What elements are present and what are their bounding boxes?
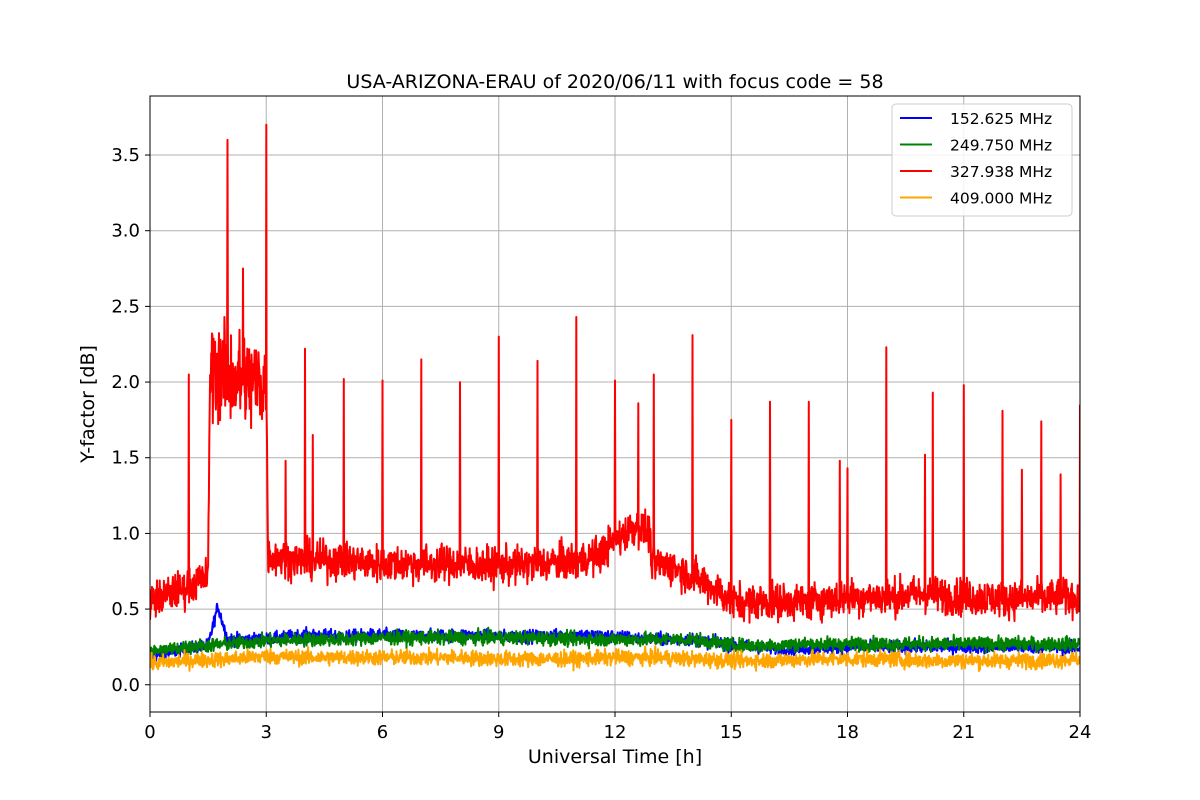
- y-tick-label: 1.5: [111, 448, 140, 469]
- x-tick-label: 15: [720, 722, 743, 743]
- x-tick-label: 21: [952, 722, 975, 743]
- y-tick-label: 2.5: [111, 296, 140, 317]
- series-line-249-750-mhz: [150, 626, 1080, 659]
- x-tick-label: 3: [261, 722, 272, 743]
- x-tick-label: 0: [144, 722, 155, 743]
- y-tick-label: 3.0: [111, 221, 140, 242]
- legend-label: 409.000 MHz: [950, 190, 1052, 208]
- legend-box: [891, 103, 1073, 217]
- y-axis-label: Y-factor [dB]: [77, 345, 99, 464]
- x-axis-label: Universal Time [h]: [528, 746, 702, 768]
- y-tick-label: 0.5: [111, 599, 140, 620]
- x-tick-label: 18: [836, 722, 859, 743]
- y-axis-ticks: 0.0 0.5 1.0 1.5 2.0 2.5 3.0 3.5: [111, 145, 150, 696]
- y-tick-label: 3.5: [111, 145, 140, 166]
- legend-label: 327.938 MHz: [950, 163, 1052, 181]
- x-tick-label: 12: [604, 722, 627, 743]
- y-tick-label: 2.0: [111, 372, 140, 393]
- series-line-409-000-mhz: [150, 645, 1080, 673]
- x-tick-label: 6: [377, 722, 388, 743]
- y-tick-label: 1.0: [111, 523, 140, 544]
- y-tick-label: 0.0: [111, 675, 140, 696]
- legend-label: 249.750 MHz: [950, 137, 1052, 155]
- x-tick-label: 24: [1069, 722, 1092, 743]
- chart-title: USA-ARIZONA-ERAU of 2020/06/11 with focu…: [346, 71, 883, 93]
- series-line-327-938-mhz: [150, 123, 1080, 624]
- series-layer: [150, 123, 1080, 673]
- legend-label: 152.625 MHz: [950, 110, 1052, 128]
- legend: 152.625 MHz 249.750 MHz 327.938 MHz 409.000…: [891, 103, 1073, 217]
- x-tick-label: 9: [493, 722, 504, 743]
- x-axis-ticks: 0 3 6 9 12 15 18 21 24: [144, 712, 1091, 743]
